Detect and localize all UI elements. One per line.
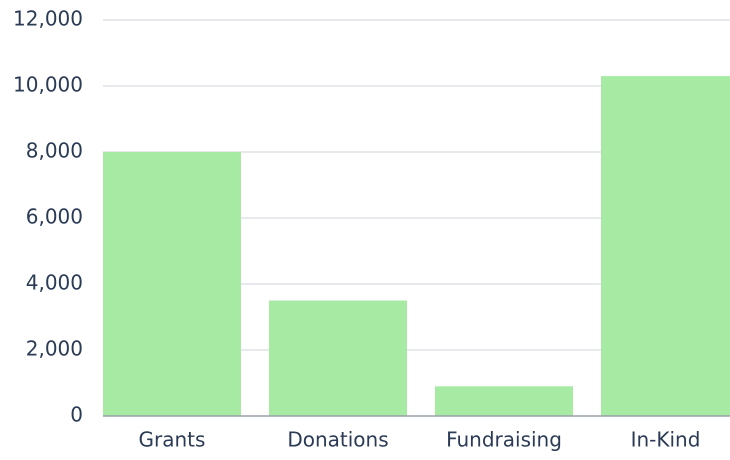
y-tick-label: 12,000	[13, 7, 83, 31]
bar	[435, 386, 573, 416]
x-tick-label: Donations	[287, 428, 388, 452]
bar	[269, 300, 407, 416]
y-tick-label: 4,000	[26, 271, 83, 295]
y-tick-label: 0	[70, 403, 83, 427]
y-tick-label: 8,000	[26, 139, 83, 163]
x-tick-label: In-Kind	[631, 428, 701, 452]
y-tick-label: 6,000	[26, 205, 83, 229]
y-tick-label: 2,000	[26, 337, 83, 361]
y-tick-label: 10,000	[13, 73, 83, 97]
bar	[601, 76, 730, 416]
x-tick-label: Grants	[139, 428, 206, 452]
bar	[103, 152, 241, 416]
x-tick-label: Fundraising	[446, 428, 562, 452]
